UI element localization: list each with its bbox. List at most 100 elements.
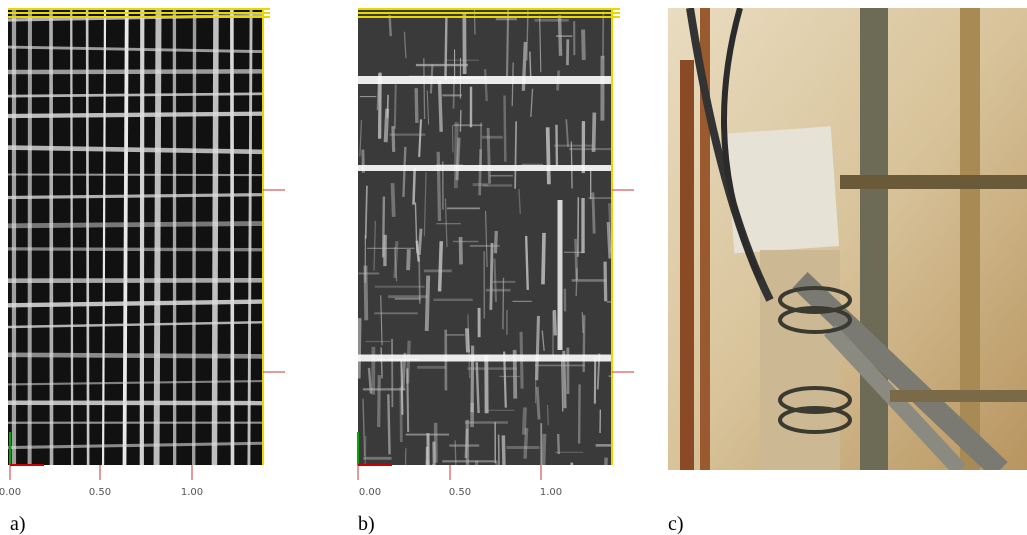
texture-line [70, 8, 74, 465]
scan-image-a [8, 8, 263, 465]
texture-line [393, 240, 399, 279]
texture-line [547, 405, 549, 426]
texture-line [486, 127, 492, 184]
texture-line [424, 275, 431, 332]
texture-line [535, 386, 541, 420]
texture-line [373, 220, 377, 271]
texture-line [418, 119, 422, 158]
texture-line [511, 62, 514, 107]
texture-line [380, 295, 383, 346]
texture-line [437, 241, 444, 292]
texture-line [545, 127, 551, 185]
texture-line [455, 137, 461, 181]
texture-line [581, 29, 586, 60]
texture-line [575, 268, 578, 297]
texture-line [539, 15, 542, 73]
texture-line [458, 237, 463, 265]
texture-line [505, 9, 510, 77]
texture-line [591, 192, 596, 234]
texture-line [8, 173, 263, 177]
texture-line [8, 145, 263, 155]
texture-line [8, 221, 263, 229]
texture-line [8, 247, 263, 252]
texture-line [493, 258, 498, 302]
texture-line [453, 122, 459, 189]
texture-line [518, 189, 521, 214]
texture-line [393, 84, 397, 129]
texture-line [8, 193, 263, 200]
texture-line [501, 435, 506, 465]
texture-line [464, 328, 470, 353]
texture-line [381, 196, 386, 258]
texture-line [8, 45, 263, 54]
texture-line [483, 69, 488, 102]
texture-line [514, 121, 518, 189]
texture-line [418, 256, 421, 304]
texture-line [502, 277, 505, 330]
panel-label: b) [358, 513, 375, 535]
texture-line [431, 464, 434, 465]
texture-line [191, 8, 197, 465]
texture-line [391, 125, 396, 152]
texture-line [153, 8, 162, 465]
texture-line [412, 167, 416, 205]
texture-line [383, 108, 390, 143]
texture-line [489, 242, 494, 310]
texture-line [85, 8, 90, 465]
texture-line [541, 433, 547, 465]
texture-line [475, 362, 480, 414]
texture-line [423, 172, 427, 237]
texture-line [478, 149, 483, 196]
texture-line [388, 14, 392, 37]
texture-line [556, 433, 561, 455]
texture-line [417, 228, 423, 256]
texture-line [387, 394, 391, 455]
scan-texture [358, 8, 612, 465]
texture-line [230, 8, 235, 465]
tick-label: 0.00 [359, 487, 381, 498]
texture-line [414, 88, 419, 123]
texture-line [524, 235, 529, 290]
texture-line [247, 8, 253, 465]
texture-line [444, 16, 448, 80]
texture-line [8, 321, 263, 329]
texture-line [359, 120, 362, 157]
scan-frame-a [8, 8, 270, 465]
texture-line [484, 210, 488, 268]
texture-line [437, 80, 443, 132]
tick-label: 0.50 [449, 487, 471, 498]
tick-label: 0.00 [0, 487, 21, 498]
texture-line [400, 359, 404, 415]
texture-line [390, 183, 396, 217]
texture-line [406, 249, 411, 271]
texture-line [570, 462, 574, 465]
texture-line [8, 92, 263, 98]
texture-line [8, 299, 263, 308]
texture-line [402, 146, 407, 198]
texture-line [582, 315, 586, 373]
depth-ticks [9, 189, 285, 480]
texture-line [541, 232, 546, 285]
texture-line [495, 460, 498, 465]
texture-line [8, 69, 263, 75]
texture-line [497, 434, 500, 465]
texture-line [530, 88, 534, 117]
texture-line [8, 441, 263, 450]
texture-line [464, 428, 469, 459]
texture-line [523, 427, 529, 459]
texture-line [604, 457, 608, 465]
depth-ticks [357, 189, 634, 480]
tick-label: 1.00 [540, 487, 562, 498]
texture-line [606, 221, 612, 259]
texture-line [8, 352, 263, 359]
tick-label: 1.00 [181, 487, 203, 498]
texture-line [358, 318, 362, 379]
panel-label: c) [668, 513, 684, 535]
texture-line [101, 8, 107, 465]
texture-line [560, 356, 564, 412]
texture-line [406, 368, 410, 433]
texture-line [8, 380, 263, 386]
scan-texture [8, 8, 263, 465]
texture-line [363, 265, 369, 321]
